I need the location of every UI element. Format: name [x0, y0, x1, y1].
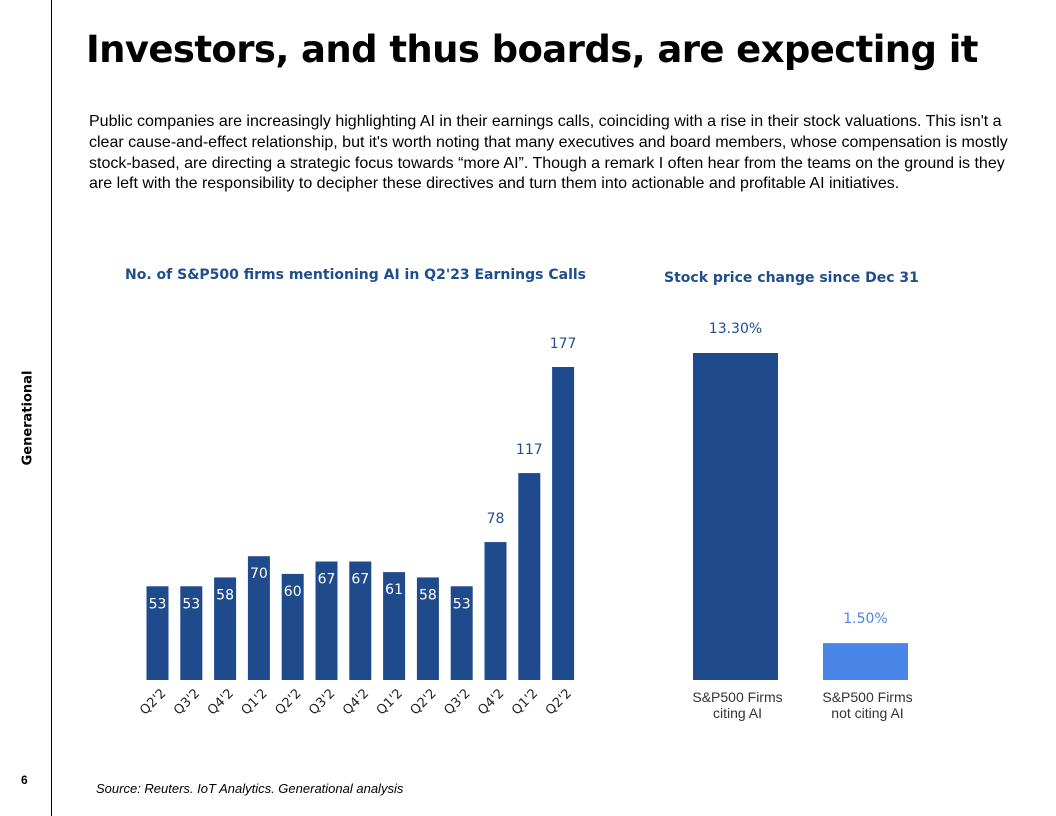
- bar-12: [518, 473, 541, 680]
- bar-13: [552, 367, 575, 680]
- chart-2-title: Stock price change since Dec 31: [664, 270, 919, 286]
- source-note: Source: Reuters. IoT Analytics. Generati…: [96, 781, 404, 796]
- bar-2: [180, 586, 203, 680]
- bar-8: [383, 572, 406, 680]
- bar-5: [281, 573, 304, 680]
- x-tick-label-8: Q1'2: [374, 686, 406, 718]
- slide-title: Investors, and thus boards, are expectin…: [86, 28, 978, 71]
- bar-1: [146, 586, 169, 680]
- bar-13-value: 177: [550, 336, 577, 352]
- x-tick-label-6: Q3'2: [306, 686, 338, 718]
- bar-6: [315, 561, 338, 680]
- bar-6-value: 67: [318, 572, 336, 588]
- stock-bar-1: [693, 353, 778, 680]
- bar-11-value: 78: [487, 511, 505, 527]
- bar-3-value: 58: [216, 587, 234, 603]
- body-paragraph: Public companies are increasingly highli…: [89, 113, 1008, 193]
- stock-category-label-1-line-1: S&P500 Firms: [692, 689, 782, 705]
- bar-7-value: 67: [351, 572, 369, 588]
- x-tick-label-11: Q4'2: [475, 686, 507, 718]
- bar-1-value: 53: [149, 596, 167, 612]
- stock-bar-1-value: 13.30%: [709, 321, 762, 337]
- bar-10-value: 53: [453, 596, 471, 612]
- page-number: 6: [21, 773, 28, 787]
- x-tick-label-12: Q1'2: [509, 686, 541, 718]
- bar-11: [484, 542, 507, 680]
- left-divider-line: [51, 0, 52, 816]
- bar-4-value: 70: [250, 566, 268, 582]
- bar-12-value: 117: [516, 442, 543, 458]
- bar-2-value: 53: [182, 596, 200, 612]
- x-tick-label-13: Q2'2: [543, 686, 575, 718]
- x-tick-label-1: Q2'2: [137, 686, 169, 718]
- x-tick-label-5: Q2'2: [272, 686, 304, 718]
- x-tick-label-9: Q2'2: [408, 686, 440, 718]
- x-tick-label-10: Q3'2: [441, 686, 473, 718]
- x-tick-label-3: Q4'2: [205, 686, 237, 718]
- bar-5-value: 60: [284, 584, 302, 600]
- x-tick-label-2: Q3'2: [171, 686, 203, 718]
- bar-10: [450, 586, 473, 680]
- bar-3: [214, 577, 237, 680]
- chart-1-title: No. of S&P500 firms mentioning AI in Q2'…: [125, 267, 586, 283]
- stock-bar-2: [823, 643, 908, 680]
- stock-category-label-1-line-2: citing AI: [713, 705, 762, 721]
- stock-category-label-2-line-2: not citing AI: [831, 705, 903, 721]
- stock-bar-2-value: 1.50%: [843, 611, 887, 627]
- x-tick-label-7: Q4'2: [340, 686, 372, 718]
- bar-4: [247, 556, 270, 680]
- bar-8-value: 61: [385, 582, 403, 598]
- bar-9-value: 58: [419, 587, 437, 603]
- x-tick-label-4: Q1'2: [239, 686, 271, 718]
- bar-7: [349, 561, 372, 680]
- stock-category-label-2-line-1: S&P500 Firms: [822, 689, 912, 705]
- bar-9: [416, 577, 439, 680]
